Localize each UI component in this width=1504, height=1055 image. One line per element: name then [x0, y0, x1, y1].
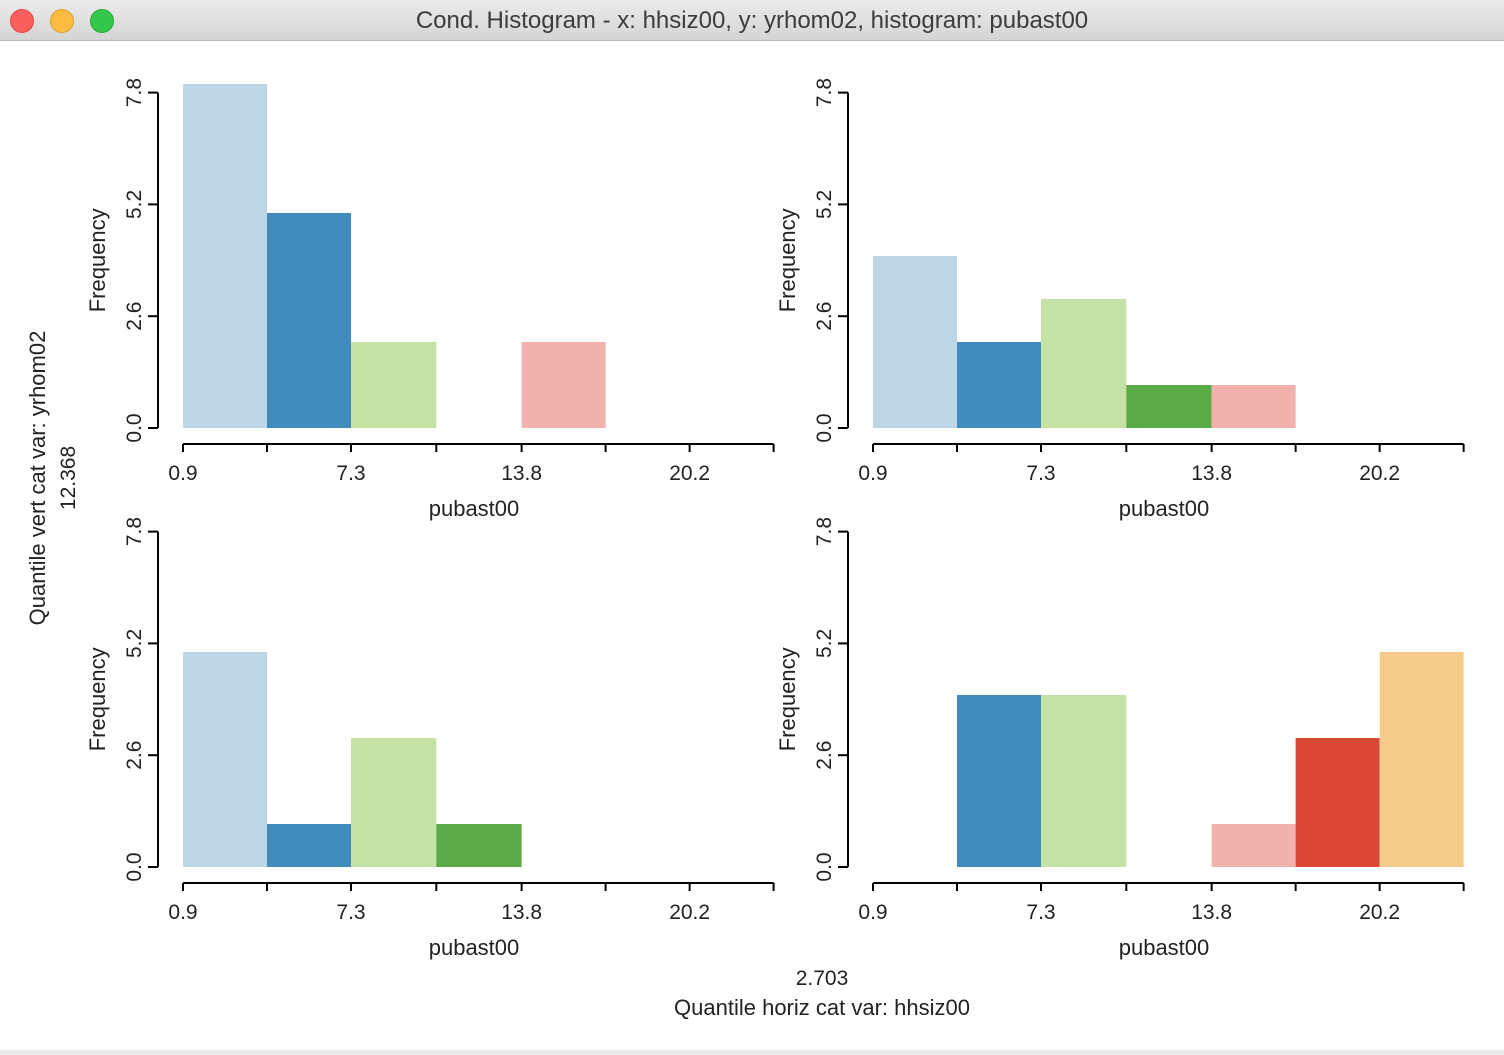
y-tick-label: 2.6: [123, 302, 146, 331]
minimize-window-button[interactable]: [50, 9, 74, 33]
horizontal-condition-label: Quantile horiz cat var: hhsiz00: [674, 995, 970, 1020]
y-tick-label: 2.6: [123, 741, 146, 770]
histogram-bar: [183, 84, 267, 428]
histogram-bar: [351, 738, 437, 867]
histogram-bar: [521, 342, 606, 428]
x-tick-label: 13.8: [501, 462, 542, 485]
x-axis-title: pubast00: [1119, 496, 1210, 521]
y-tick-label: 7.8: [813, 517, 836, 546]
y-tick-label: 5.2: [813, 629, 836, 658]
y-axis-title: Frequency: [775, 647, 800, 751]
histogram-panel-bottom-left: 0.0 2.6 5.2 7.8 Frequency 0.9 7.3 13.8 20.2 pubas…: [85, 517, 775, 960]
histogram-bar: [1295, 738, 1380, 867]
x-tick-label: 13.8: [1191, 901, 1232, 924]
histogram-bar: [351, 342, 437, 428]
x-tick-label: 7.3: [336, 462, 365, 485]
histogram-bar: [436, 824, 522, 867]
y-tick-label: 0.0: [123, 852, 146, 881]
y-tick-label: 0.0: [813, 852, 836, 881]
histogram-bar: [957, 342, 1041, 428]
vertical-break-value: 12.368: [57, 446, 80, 510]
plot-area: 2.703 Quantile horiz cat var: hhsiz00 Qu…: [0, 41, 1504, 1050]
x-tick-label: 7.3: [1026, 462, 1055, 485]
x-axis-title: pubast00: [429, 935, 520, 960]
histogram-bar: [1211, 824, 1296, 867]
x-tick-label: 13.8: [501, 901, 542, 924]
y-tick-label: 7.8: [123, 517, 146, 546]
vertical-condition-label: Quantile vert cat var: yrhom02: [25, 331, 50, 626]
histogram-bar: [1126, 385, 1212, 428]
y-tick-label: 2.6: [813, 741, 836, 770]
histogram-bar: [873, 256, 957, 428]
y-tick-label: 0.0: [123, 413, 146, 442]
y-tick-label: 2.6: [813, 302, 836, 331]
conditional-histogram-chart: 2.703 Quantile horiz cat var: hhsiz00 Qu…: [25, 78, 1465, 1020]
window-title: Cond. Histogram - x: hhsiz00, y: yrhom02…: [415, 7, 1089, 34]
y-tick-label: 5.2: [813, 190, 836, 219]
x-tick-label: 20.2: [669, 462, 710, 485]
x-tick-label: 0.9: [168, 901, 197, 924]
y-axis-title: Frequency: [85, 647, 110, 751]
histogram-panel-top-left: 0.0 2.6 5.2 7.8 Frequency 0.9 7.3 13.8 20.2 pubas…: [85, 78, 775, 521]
zoom-window-button[interactable]: [90, 9, 114, 33]
histogram-bar: [1211, 385, 1296, 428]
histogram-bar: [1041, 299, 1127, 428]
histogram-panel-bottom-right: 0.0 2.6 5.2 7.8 Frequency 0.9 7.3 13.8 20.2 pubas…: [775, 517, 1465, 960]
x-axis-title: pubast00: [1119, 935, 1210, 960]
y-tick-label: 7.8: [813, 78, 836, 107]
x-tick-label: 13.8: [1191, 462, 1232, 485]
histogram-bar: [957, 695, 1041, 867]
y-tick-label: 5.2: [123, 190, 146, 219]
histogram-bar: [267, 824, 351, 867]
y-tick-label: 0.0: [813, 413, 836, 442]
y-axis-title: Frequency: [775, 208, 800, 312]
histogram-bar: [1379, 652, 1464, 867]
x-tick-label: 20.2: [1359, 901, 1400, 924]
histogram-bar: [183, 652, 267, 867]
histogram-bar: [1041, 695, 1127, 867]
y-tick-label: 7.8: [123, 78, 146, 107]
y-axis-title: Frequency: [85, 208, 110, 312]
x-tick-label: 7.3: [1026, 901, 1055, 924]
title-bar[interactable]: Cond. Histogram - x: hhsiz00, y: yrhom02…: [0, 0, 1504, 41]
close-window-button[interactable]: [10, 9, 34, 33]
x-tick-label: 7.3: [336, 901, 365, 924]
histogram-panel-top-right: 0.0 2.6 5.2 7.8 Frequency 0.9 7.3 13.8 20.2 pubas…: [775, 78, 1465, 521]
x-tick-label: 20.2: [1359, 462, 1400, 485]
horizontal-break-value: 2.703: [796, 967, 849, 990]
x-tick-label: 20.2: [669, 901, 710, 924]
x-tick-label: 0.9: [858, 901, 887, 924]
x-tick-label: 0.9: [858, 462, 887, 485]
x-tick-label: 0.9: [168, 462, 197, 485]
y-tick-label: 5.2: [123, 629, 146, 658]
panel-group: 0.0 2.6 5.2 7.8 Frequency 0.9 7.3 13.8 20.2 pubas…: [85, 78, 1465, 960]
x-axis-title: pubast00: [429, 496, 520, 521]
histogram-bar: [267, 213, 351, 428]
